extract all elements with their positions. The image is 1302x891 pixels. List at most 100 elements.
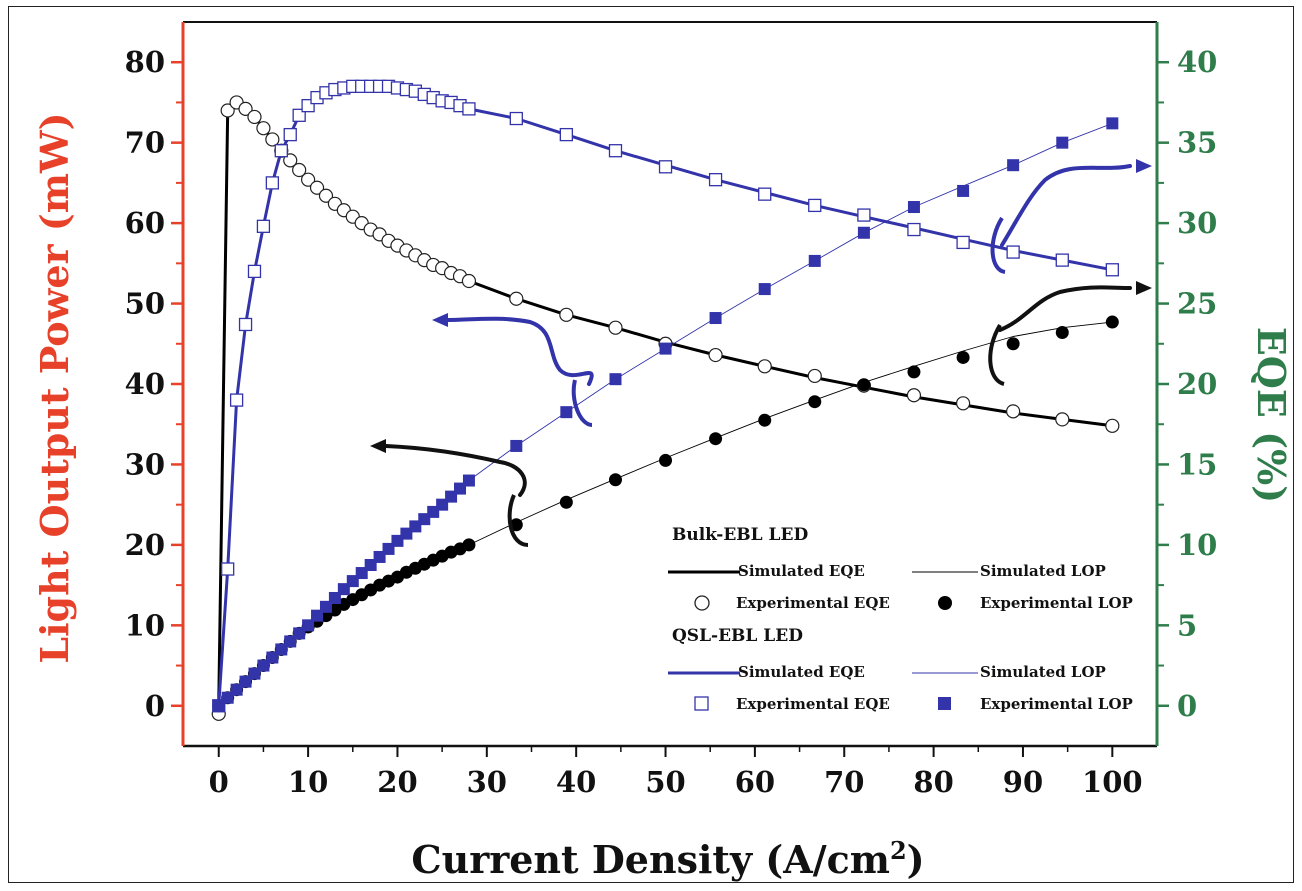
data-point <box>1006 404 1021 419</box>
data-point <box>462 474 475 487</box>
data-point <box>559 127 573 142</box>
data-point <box>292 162 307 178</box>
data-point <box>609 373 622 386</box>
data-point <box>1055 412 1070 427</box>
data-point <box>956 235 970 250</box>
legend-marker-exp-lop <box>938 596 952 610</box>
data-point <box>957 184 970 197</box>
data-point <box>283 127 297 142</box>
data-point <box>509 111 523 126</box>
y-right-axis-label: EQE (%) <box>1249 327 1294 503</box>
data-point <box>302 619 315 632</box>
legend-group-title: QSL-EBL LED <box>672 626 803 646</box>
bulk-lop-arrow-curl <box>507 494 529 547</box>
x-tick-label: 70 <box>824 765 864 799</box>
y-right-tick-label: 20 <box>1177 367 1217 401</box>
y-right-tick-label: 10 <box>1177 528 1217 562</box>
data-point <box>1106 117 1119 130</box>
data-point <box>658 160 673 174</box>
data-point <box>857 378 871 392</box>
y-left-tick-label: 50 <box>125 287 165 321</box>
data-point <box>659 453 673 467</box>
bulk-eqe-arrow-curl <box>988 323 1005 386</box>
legend-label-exp-eqe: Experimental EQE <box>736 695 890 713</box>
axis-ticks: 0 10 20 30 40 50 60 70 80 90 100 0 10 20 30 40 50 60 70 80 0… <box>125 45 1218 799</box>
legend-group-title: Bulk-EBL LED <box>672 525 808 545</box>
y-left-tick-label: 20 <box>125 528 165 562</box>
plot-frame <box>181 21 1159 748</box>
y-left-tick-label: 80 <box>125 45 165 79</box>
y-left-tick-label: 30 <box>125 447 165 481</box>
data-point <box>708 173 723 187</box>
data-point <box>1055 326 1069 340</box>
data-point <box>1006 245 1020 259</box>
y-right-tick-label: 25 <box>1177 287 1217 321</box>
bulk-lop-arrow <box>384 444 527 497</box>
y-left-tick-label: 10 <box>125 608 165 642</box>
data-point <box>1007 159 1020 172</box>
data-point <box>1056 136 1069 149</box>
y-right-tick-label: 35 <box>1177 126 1217 160</box>
data-point <box>461 273 477 289</box>
data-point <box>220 103 235 118</box>
x-tick-label: 80 <box>913 765 953 799</box>
x-tick-label: 90 <box>1003 765 1043 799</box>
y-right-tick-label: 0 <box>1177 689 1197 723</box>
data-point <box>265 132 280 147</box>
legend: Bulk-EBL LED Simulated EQE Simulated LOP Ex… <box>668 525 1133 713</box>
data-point <box>758 187 772 201</box>
x-tick-label: 60 <box>735 765 775 799</box>
y-left-tick-label: 70 <box>125 126 165 160</box>
y-right-tick-label: 15 <box>1177 447 1217 481</box>
data-point <box>708 347 723 363</box>
y-right-tick-label: 30 <box>1177 206 1217 240</box>
y-left-tick-label: 60 <box>125 206 165 240</box>
series-layer <box>211 79 1120 721</box>
data-point <box>462 538 476 552</box>
y-right-tick-label: 5 <box>1177 608 1197 642</box>
data-point <box>857 208 871 222</box>
data-point <box>559 307 574 322</box>
legend-label-exp-eqe: Experimental EQE <box>736 594 890 612</box>
data-point <box>709 312 722 325</box>
x-tick-label: 30 <box>467 765 507 799</box>
qsl-lop-arrow-head <box>432 313 448 327</box>
data-point <box>1006 337 1020 351</box>
data-point <box>309 180 325 195</box>
data-point <box>256 121 271 136</box>
data-point <box>758 283 771 296</box>
bulk-lop-arrow-head <box>370 439 386 453</box>
data-point <box>758 413 772 427</box>
qsl-eqe-arrow <box>1000 164 1132 247</box>
data-point <box>757 359 772 374</box>
x-tick-label: 0 <box>209 765 229 799</box>
simulated-line <box>218 321 1113 707</box>
x-tick-label: 50 <box>645 765 685 799</box>
data-point <box>709 432 723 446</box>
qsl-eqe-arrow-curl <box>990 216 1006 274</box>
bulk-eqe-arrow-head <box>1136 281 1152 295</box>
data-point <box>608 144 623 158</box>
data-point <box>292 108 306 122</box>
axis-arrows <box>370 159 1152 547</box>
data-point <box>462 102 476 116</box>
y-left-tick-label: 40 <box>125 367 165 401</box>
legend-label-sim-lop: Simulated LOP <box>980 663 1106 681</box>
legend-label-sim-eqe: Simulated EQE <box>738 562 865 580</box>
data-point <box>301 172 316 187</box>
data-point <box>1105 315 1119 329</box>
data-point <box>1055 253 1069 267</box>
data-point <box>510 439 523 452</box>
data-point <box>907 365 921 379</box>
data-point <box>608 473 622 487</box>
data-point <box>659 342 672 355</box>
x-tick-label: 40 <box>556 765 596 799</box>
data-point <box>509 291 524 306</box>
data-point <box>1105 418 1120 433</box>
x-tick-label: 100 <box>1082 765 1143 799</box>
data-point <box>318 188 334 203</box>
figure-border <box>8 6 1294 883</box>
data-point <box>560 406 573 419</box>
data-point <box>807 368 822 384</box>
data-point <box>238 317 253 332</box>
